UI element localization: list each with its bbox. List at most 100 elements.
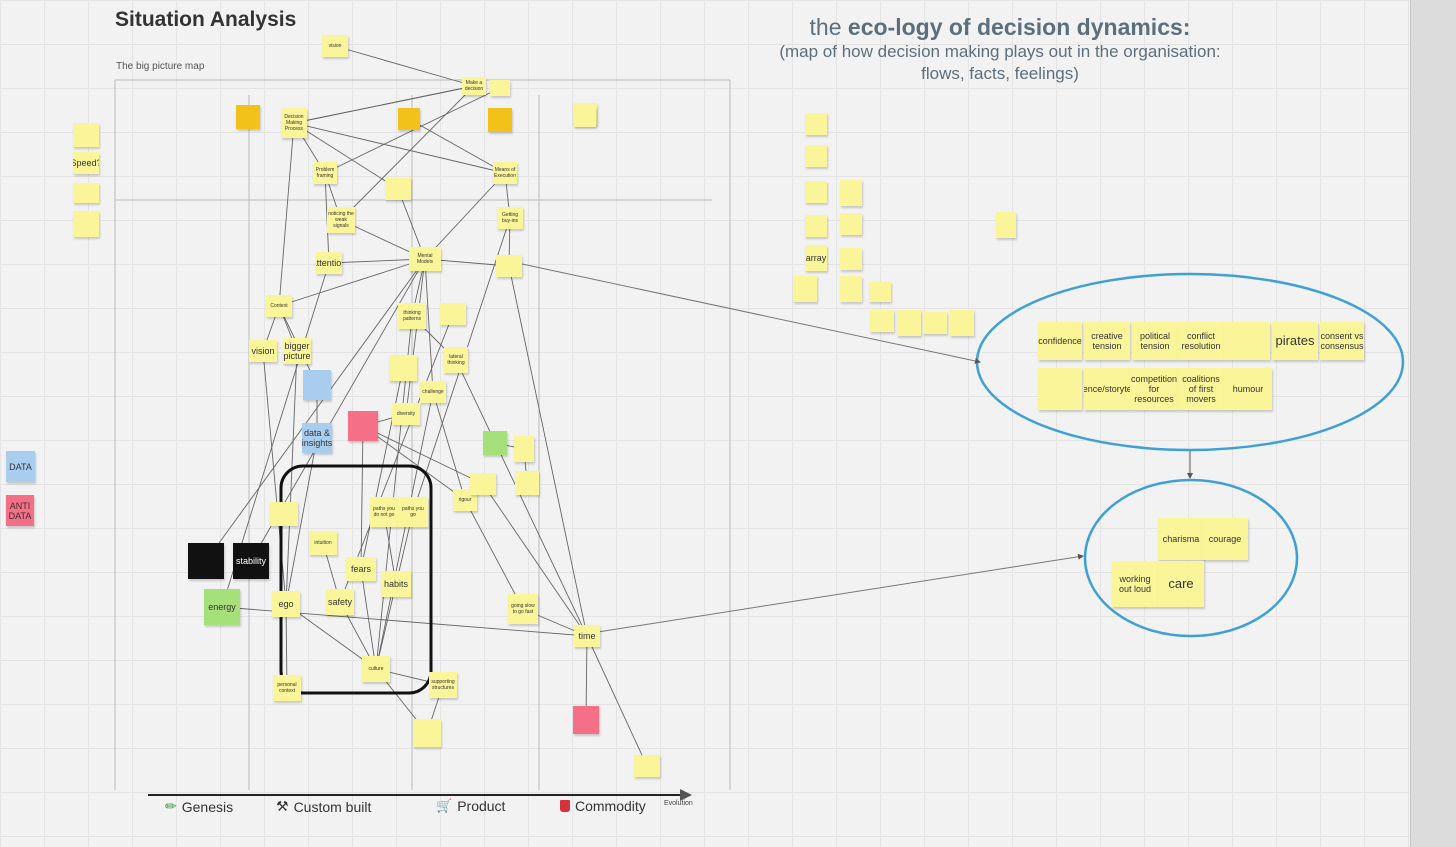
sticky-note-n-far3[interactable] [73, 211, 99, 237]
sticky-note-fears[interactable]: fears [346, 557, 376, 581]
sticky-note-orange1[interactable] [236, 105, 260, 129]
sticky-note-n-right3[interactable] [515, 471, 539, 495]
sticky-note-bigger-picture[interactable]: bigger picture [283, 338, 311, 364]
cluster-2-note[interactable]: courage [1202, 518, 1248, 560]
sticky-note-red-bottom[interactable] [573, 706, 599, 734]
sticky-note-diversity[interactable]: diversity [392, 403, 420, 425]
sticky-note-s16[interactable] [996, 212, 1016, 238]
sticky-note-attention[interactable]: attention [316, 252, 342, 274]
cluster-2-note[interactable]: charisma [1158, 518, 1204, 560]
sticky-note-means-execution[interactable]: Means of Execution [493, 162, 517, 184]
sticky-note-decision-process[interactable]: Decision Making Process [281, 108, 307, 138]
sticky-note-s11[interactable] [869, 282, 891, 302]
cluster-1-note[interactable]: coalitions of first movers [1178, 368, 1224, 410]
sticky-note-getting-buyin[interactable]: Getting buy-ins [497, 207, 523, 229]
sticky-note-s8[interactable] [840, 248, 862, 270]
sticky-note-n-top4[interactable] [574, 107, 596, 127]
sticky-note-n-far2[interactable] [73, 183, 99, 203]
sticky-note-s12[interactable] [870, 310, 894, 332]
cluster-1-note[interactable]: humour [1224, 368, 1272, 410]
sticky-note-n-top2[interactable] [490, 80, 510, 96]
sticky-note-habits[interactable]: habits [381, 571, 411, 597]
sticky-note-n-mid4[interactable] [470, 473, 496, 495]
sticky-note-text: pirates [1275, 333, 1315, 348]
connector-lines [114, 45, 1405, 801]
sticky-note-n-mid3[interactable] [389, 355, 417, 381]
cluster-1-note[interactable] [1224, 322, 1270, 360]
cluster-1-note[interactable]: consent vs consensus [1320, 322, 1364, 360]
sticky-note-s14[interactable] [923, 312, 947, 334]
sticky-note-mental-models[interactable]: Mental Models [409, 247, 441, 271]
sticky-note-s2[interactable] [805, 145, 827, 167]
sticky-note-paths-not-go[interactable]: paths you do not go [370, 497, 398, 527]
cluster-1-note[interactable]: political tension [1132, 322, 1178, 360]
sticky-note-speed[interactable]: Speed? [73, 152, 99, 174]
sticky-note-vision-left[interactable]: vision [249, 340, 277, 362]
sticky-note-culture[interactable]: culture [362, 656, 390, 682]
sticky-note-orange2[interactable] [398, 108, 420, 130]
sticky-note-s4[interactable] [840, 180, 862, 206]
sticky-note-energy[interactable]: energy [204, 589, 240, 625]
sticky-note-stability[interactable]: stability [233, 543, 269, 579]
sticky-note-n-bottom1[interactable] [413, 719, 441, 747]
cluster-2-note[interactable]: working out loud [1112, 561, 1158, 607]
sticky-note-going-slow[interactable]: going slow to go fast [508, 594, 538, 624]
sticky-note-ego[interactable]: ego [272, 591, 300, 617]
sticky-note-black1[interactable] [188, 543, 224, 579]
sticky-note-text: safety [327, 597, 352, 607]
sticky-note-lateral-thinking[interactable]: lateral thinking [444, 347, 468, 373]
sticky-note-paths-go[interactable]: paths you go [398, 497, 428, 527]
sticky-note-s6[interactable] [840, 213, 862, 235]
vertical-scrollbar[interactable] [1410, 0, 1456, 847]
cluster-1-note[interactable] [1038, 368, 1082, 410]
sticky-note-n-right2[interactable] [514, 436, 534, 462]
sticky-note-orange3[interactable] [488, 108, 512, 132]
sticky-note-text: time [578, 631, 596, 641]
sticky-note-text: paths you go [402, 506, 424, 518]
sticky-note-thinking-patterns[interactable]: thinking patterns [398, 303, 426, 329]
sticky-note-s1[interactable] [805, 113, 827, 135]
sticky-note-make-decision[interactable]: Make a decision [462, 77, 486, 95]
sticky-note-n-right1[interactable] [496, 255, 522, 277]
sticky-note-challenge[interactable]: challenge [420, 381, 446, 403]
sticky-note-n-mid1[interactable] [385, 178, 411, 200]
cluster-1-note[interactable]: confidence [1038, 322, 1082, 360]
cluster-1-note[interactable]: pirates [1272, 322, 1318, 360]
sticky-note-n-left1[interactable] [270, 502, 298, 526]
sticky-note-noticing-signals[interactable]: noticing the weak signals [327, 207, 355, 233]
sticky-note-red-note[interactable] [348, 411, 378, 441]
whiteboard-canvas[interactable]: Situation Analysis The big picture map t… [0, 0, 1410, 847]
sticky-note-s9[interactable] [793, 276, 817, 302]
sticky-note-n-mid2[interactable] [440, 303, 466, 325]
sticky-note-s7[interactable]: array [805, 245, 827, 271]
cluster-1-note[interactable]: conflict resolution [1178, 322, 1224, 360]
cluster-1-note[interactable]: creative tension [1084, 322, 1130, 360]
sticky-note-intuition[interactable]: intuition [309, 531, 337, 555]
sticky-note-text: political tension [1139, 331, 1170, 351]
sticky-note-time[interactable]: time [574, 625, 600, 647]
sticky-note-s15[interactable] [950, 310, 974, 336]
sticky-note-s13[interactable] [897, 310, 921, 336]
cluster-1-note[interactable]: competition for resources [1130, 368, 1178, 410]
sticky-note-data-insights[interactable]: data & insights [302, 423, 332, 453]
sticky-note-vision-top[interactable]: vision [322, 35, 348, 57]
sticky-note-safety[interactable]: safety [326, 589, 354, 615]
sticky-note-problem-framing[interactable]: Problem framing [313, 162, 337, 184]
sticky-note-supporting[interactable]: supporting structures [429, 672, 457, 698]
sticky-note-s3[interactable] [805, 181, 827, 203]
sticky-note-text: diversity [396, 411, 416, 417]
sticky-note-context[interactable]: Context [266, 295, 292, 317]
sticky-note-text: influence/storytelling [1084, 384, 1130, 394]
sticky-note-s5[interactable] [805, 215, 827, 237]
cart-icon: 🛒 [436, 798, 453, 813]
sticky-note-text: working out loud [1118, 574, 1152, 594]
sticky-note-personal-context[interactable]: personal context [273, 675, 301, 701]
sticky-note-n-bottom2[interactable] [634, 755, 660, 777]
sticky-note-green-small[interactable] [483, 431, 507, 455]
cluster-2-note[interactable]: care [1158, 561, 1204, 607]
sticky-note-understanding[interactable] [303, 370, 331, 400]
sticky-note-s10[interactable] [840, 276, 862, 302]
connector-line [464, 499, 524, 610]
cluster-1-note[interactable]: influence/storytelling [1084, 368, 1130, 410]
sticky-note-n-far1[interactable] [73, 123, 99, 147]
